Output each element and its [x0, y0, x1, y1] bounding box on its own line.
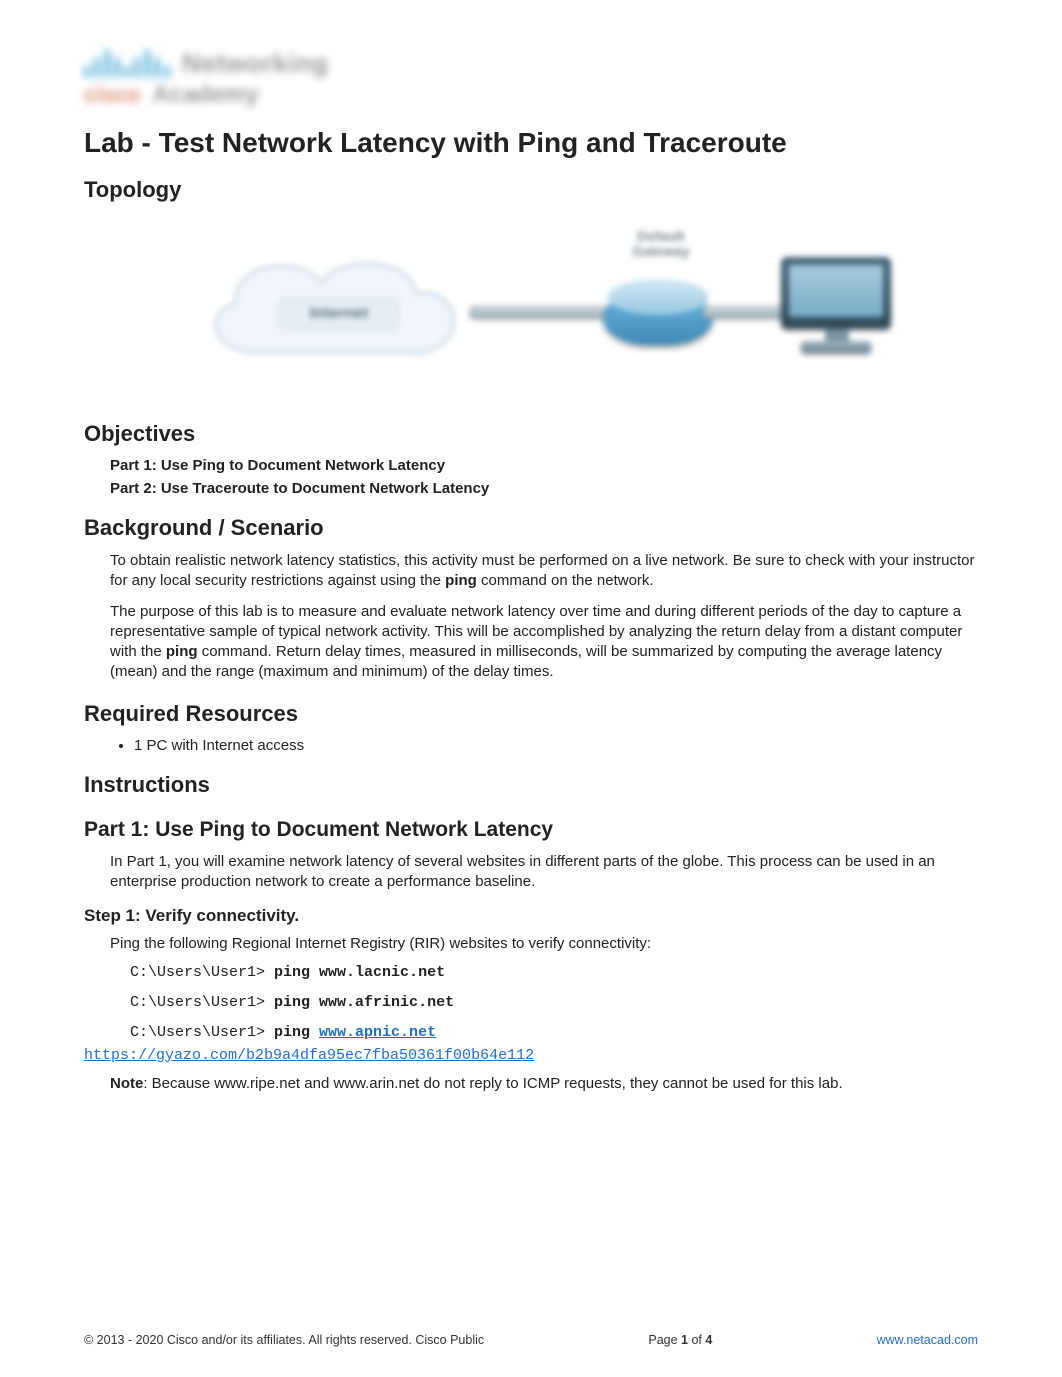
note-text: : Because www.ripe.net and www.arin.net … [143, 1075, 842, 1092]
router-icon [603, 273, 713, 351]
gyazo-link-line: https://gyazo.com/b2b9a4dfa95ec7fba50361… [84, 1046, 978, 1064]
objective-2: Part 2: Use Traceroute to Document Netwo… [110, 480, 978, 497]
required-item-1: 1 PC with Internet access [134, 737, 978, 754]
footer-page-total: 4 [705, 1333, 712, 1347]
logo-cisco-text: cisco [84, 82, 140, 108]
router-label: Default Gateway [611, 229, 711, 260]
logo-academy-text: Academy [152, 81, 259, 109]
cisco-bars-icon [84, 50, 170, 78]
objective-1: Part 1: Use Ping to Document Network Lat… [110, 457, 978, 474]
target-1: www.lacnic.net [319, 964, 445, 981]
internet-cloud-label: Internet [279, 299, 399, 329]
cisco-logo-block: Networking cisco Academy [84, 48, 978, 109]
topology-figure-wrap: Internet Default Gateway [84, 213, 978, 403]
logo-networking-text: Networking [182, 48, 329, 79]
router-label-line1: Default [611, 229, 711, 244]
bg-p1-ping: ping [445, 572, 477, 589]
footer-netacad-link[interactable]: www.netacad.com [877, 1333, 978, 1347]
instructions-heading: Instructions [84, 772, 978, 798]
bg-p1-b: command on the network. [477, 572, 654, 589]
step1-intro: Ping the following Regional Internet Reg… [110, 934, 978, 954]
gyazo-link[interactable]: https://gyazo.com/b2b9a4dfa95ec7fba50361… [84, 1047, 534, 1064]
step1-heading: Step 1: Verify connectivity. [84, 906, 978, 926]
cmd-ping-1: ping [274, 964, 319, 981]
router-label-line2: Gateway [611, 244, 711, 259]
part1-intro: In Part 1, you will examine network late… [110, 852, 978, 893]
footer-page-of: of [688, 1333, 705, 1347]
logo-row-2: cisco Academy [84, 81, 978, 109]
topology-heading: Topology [84, 177, 978, 203]
ping-command-2: C:\Users\User1> ping www.afrinic.net [130, 992, 978, 1014]
part1-heading: Part 1: Use Ping to Document Network Lat… [84, 818, 978, 842]
bg-p2-ping: ping [166, 643, 198, 660]
footer-copyright: © 2013 - 2020 Cisco and/or its affiliate… [84, 1333, 484, 1347]
bg-p2-b: command. Return delay times, measured in… [110, 643, 942, 680]
note-bold: Note [110, 1075, 143, 1092]
target-3-link[interactable]: www.apnic.net [319, 1024, 436, 1041]
required-list: 1 PC with Internet access [134, 737, 978, 754]
link-left-icon [469, 305, 619, 319]
topology-figure: Internet Default Gateway [151, 213, 911, 403]
lab-title: Lab - Test Network Latency with Ping and… [84, 127, 978, 159]
ping-command-1: C:\Users\User1> ping www.lacnic.net [130, 962, 978, 984]
background-para-2: The purpose of this lab is to measure an… [110, 602, 978, 683]
footer-page-label: Page [648, 1333, 681, 1347]
background-heading: Background / Scenario [84, 515, 978, 541]
note-line: Note: Because www.ripe.net and www.arin.… [110, 1074, 978, 1094]
target-2: www.afrinic.net [319, 994, 454, 1011]
cmd-ping-3: ping [274, 1024, 319, 1041]
document-page: Networking cisco Academy Lab - Test Netw… [0, 0, 1062, 1377]
logo-row-1: Networking [84, 48, 978, 79]
ping-command-3: C:\Users\User1> ping www.apnic.net [130, 1022, 978, 1044]
required-heading: Required Resources [84, 701, 978, 727]
footer-page-current: 1 [681, 1333, 688, 1347]
page-footer: © 2013 - 2020 Cisco and/or its affiliate… [84, 1333, 978, 1347]
objectives-heading: Objectives [84, 421, 978, 447]
cmd-ping-2: ping [274, 994, 319, 1011]
prompt-1: C:\Users\User1> [130, 964, 274, 981]
footer-page-indicator: Page 1 of 4 [648, 1333, 712, 1347]
background-para-1: To obtain realistic network latency stat… [110, 551, 978, 592]
prompt-3: C:\Users\User1> [130, 1024, 274, 1041]
pc-icon [771, 257, 901, 367]
prompt-2: C:\Users\User1> [130, 994, 274, 1011]
